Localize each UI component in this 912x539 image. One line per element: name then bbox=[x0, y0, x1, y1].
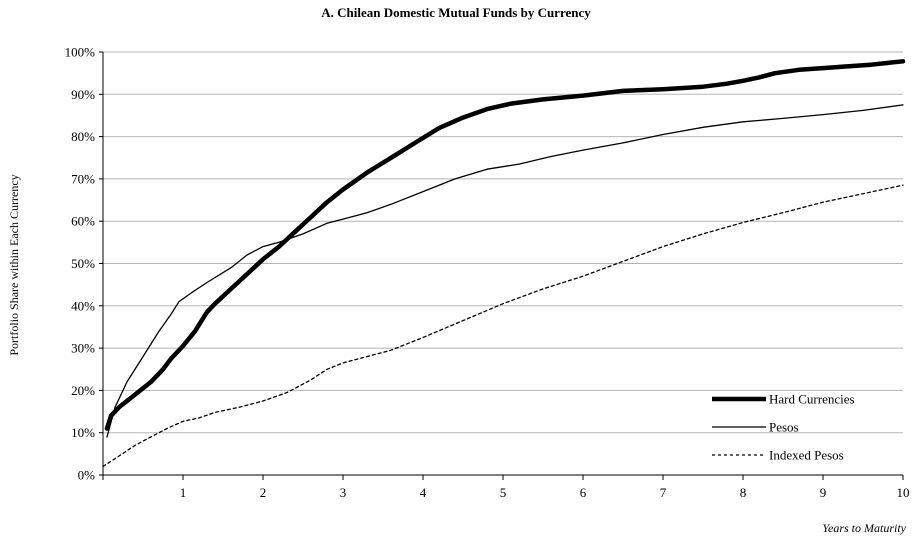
y-tick-label: 100% bbox=[65, 45, 96, 60]
y-tick-label: 10% bbox=[71, 425, 95, 440]
y-tick-label: 90% bbox=[71, 87, 95, 102]
y-tick-label: 60% bbox=[71, 214, 95, 229]
axes bbox=[99, 51, 904, 480]
y-axis-label: Portfolio Share within Each Currency bbox=[7, 174, 21, 355]
legend-label-indexed-pesos: Indexed Pesos bbox=[769, 448, 844, 463]
x-tick-label: 6 bbox=[580, 485, 587, 500]
legend-label-pesos: Pesos bbox=[769, 420, 799, 435]
x-tick-label: 7 bbox=[660, 485, 667, 500]
legend-label-hard-currencies: Hard Currencies bbox=[769, 392, 855, 407]
legend: Hard Currencies Pesos Indexed Pesos bbox=[712, 392, 855, 463]
x-tick-label: 9 bbox=[820, 485, 827, 500]
y-tick-label: 70% bbox=[71, 171, 95, 186]
x-tick-label: 2 bbox=[260, 485, 267, 500]
y-tick-label: 0% bbox=[78, 468, 96, 483]
chart-title: A. Chilean Domestic Mutual Funds by Curr… bbox=[321, 5, 591, 20]
x-tick-label: 1 bbox=[180, 485, 187, 500]
series-line-indexed-pesos bbox=[102, 184, 904, 468]
y-tick-label: 30% bbox=[71, 341, 95, 356]
y-tick-label: 40% bbox=[71, 298, 95, 313]
x-axis-label: Years to Maturity bbox=[822, 521, 906, 535]
gridlines bbox=[103, 51, 903, 434]
series-line-pesos bbox=[106, 104, 904, 438]
y-tick-labels: 0% 10% 20% 30% 40% 50% 60% 70% 80% 90% 100% bbox=[65, 45, 96, 483]
x-tick-label: 3 bbox=[340, 485, 347, 500]
series-line-hard-currencies bbox=[104, 59, 906, 431]
x-tick-label: 5 bbox=[500, 485, 507, 500]
y-tick-label: 50% bbox=[71, 256, 95, 271]
y-tick-label: 20% bbox=[71, 383, 95, 398]
x-tick-label: 8 bbox=[740, 485, 747, 500]
x-tick-label: 10 bbox=[897, 485, 910, 500]
y-tick-label: 80% bbox=[71, 129, 95, 144]
x-tick-labels: 1 2 3 4 5 6 7 8 9 10 bbox=[180, 485, 910, 500]
x-tick-label: 4 bbox=[420, 485, 427, 500]
series-lines bbox=[102, 59, 906, 468]
